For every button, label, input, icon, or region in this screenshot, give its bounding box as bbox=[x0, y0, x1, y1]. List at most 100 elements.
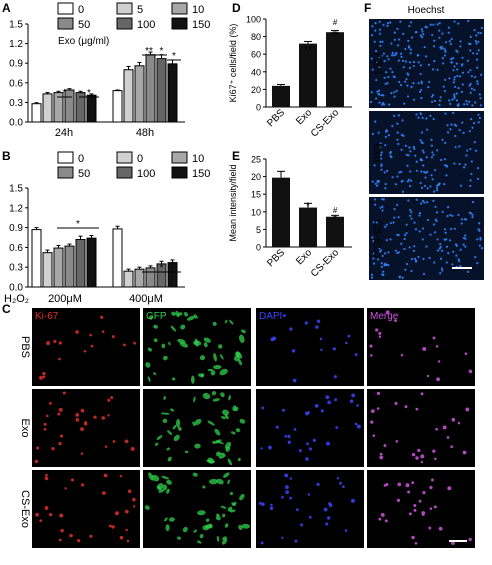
nucleus-mark bbox=[416, 54, 419, 57]
y-tick-label: 0.0 bbox=[9, 283, 23, 294]
nucleus-mark bbox=[391, 71, 394, 74]
cell-mark bbox=[171, 311, 176, 316]
cell-mark bbox=[326, 516, 331, 520]
nucleus-mark bbox=[440, 158, 443, 162]
nucleus-mark bbox=[439, 257, 443, 260]
cell-mark bbox=[45, 473, 48, 477]
nucleus-mark bbox=[475, 42, 478, 45]
nucleus-mark bbox=[380, 273, 384, 276]
nucleus-mark bbox=[470, 172, 473, 176]
nucleus-mark bbox=[401, 190, 405, 193]
sig-label: # bbox=[333, 18, 338, 27]
cell-mark bbox=[378, 331, 382, 335]
nucleus-mark bbox=[443, 164, 447, 167]
micrograph-tile bbox=[143, 470, 251, 548]
nucleus-mark bbox=[438, 182, 441, 185]
nucleus-mark bbox=[439, 96, 442, 99]
y-tick-label: 0 bbox=[256, 243, 261, 253]
cell-mark bbox=[307, 493, 311, 496]
nucleus-mark bbox=[447, 206, 450, 209]
nucleus-mark bbox=[459, 248, 462, 251]
cell-mark bbox=[446, 436, 450, 439]
cell-mark bbox=[328, 502, 332, 506]
bar bbox=[167, 63, 178, 123]
nucleus-mark bbox=[372, 262, 376, 265]
nucleus-mark bbox=[385, 223, 388, 226]
nucleus-mark bbox=[429, 114, 432, 117]
cell-mark bbox=[304, 321, 308, 325]
nucleus-mark bbox=[380, 93, 384, 97]
cell-mark bbox=[212, 321, 217, 326]
micrograph-tile bbox=[367, 308, 475, 386]
nucleus-mark bbox=[415, 113, 418, 116]
nucleus-mark bbox=[438, 247, 441, 250]
cell-mark bbox=[80, 483, 85, 487]
bar bbox=[299, 43, 317, 107]
cell-mark bbox=[305, 457, 309, 461]
cell-mark bbox=[426, 374, 430, 378]
nucleus-mark bbox=[432, 45, 436, 48]
cell-mark bbox=[114, 511, 119, 516]
cell-mark bbox=[411, 452, 416, 457]
cell-mark bbox=[287, 434, 291, 438]
bar bbox=[326, 216, 344, 247]
legend-swatch bbox=[57, 2, 74, 15]
nucleus-mark bbox=[420, 186, 424, 189]
nucleus-mark bbox=[386, 24, 389, 27]
nucleus-mark bbox=[377, 92, 380, 96]
nucleus-mark bbox=[407, 39, 410, 43]
cell-mark bbox=[312, 438, 316, 442]
nucleus-mark bbox=[387, 264, 390, 267]
cell-mark bbox=[434, 457, 437, 461]
cell-mark bbox=[411, 535, 415, 540]
nucleus-mark bbox=[469, 184, 472, 188]
cell-mark bbox=[107, 414, 110, 417]
nucleus-mark bbox=[392, 75, 395, 78]
nucleus-mark bbox=[419, 158, 423, 162]
nucleus-mark bbox=[451, 263, 454, 266]
nucleus-mark bbox=[439, 243, 442, 246]
cell-mark bbox=[133, 341, 136, 345]
nucleus-mark bbox=[374, 29, 377, 32]
cell-mark bbox=[167, 430, 173, 436]
nucleus-mark bbox=[446, 131, 450, 134]
y-tick-label: 20 bbox=[251, 172, 261, 182]
nucleus-mark bbox=[459, 40, 462, 43]
nucleus-mark bbox=[458, 75, 462, 78]
cell-mark bbox=[149, 315, 153, 320]
cell-mark bbox=[168, 341, 171, 346]
cell-mark bbox=[210, 370, 216, 376]
column-label: Ki-67 bbox=[35, 311, 59, 322]
nucleus-mark bbox=[459, 265, 462, 268]
nucleus-mark bbox=[458, 128, 461, 132]
nucleus-mark bbox=[395, 52, 398, 55]
nucleus-mark bbox=[418, 230, 421, 233]
nucleus-mark bbox=[432, 23, 435, 26]
nucleus-mark bbox=[391, 176, 394, 179]
survival-chart: 0.0 0.3 0.6 0.9 1.2 1.5 Cell survival * * H₂O₂ 200… bbox=[0, 184, 185, 305]
sig-label: * bbox=[160, 46, 164, 57]
nucleus-mark bbox=[401, 179, 404, 183]
nucleus-mark bbox=[428, 80, 431, 84]
nucleus-mark bbox=[421, 149, 424, 152]
nucleus-mark bbox=[388, 103, 391, 106]
nucleus-mark bbox=[457, 22, 460, 25]
nucleus-mark bbox=[380, 163, 383, 166]
micrograph-tile bbox=[256, 389, 364, 467]
cell-mark bbox=[147, 347, 152, 352]
cell-mark bbox=[193, 340, 202, 346]
cell-mark bbox=[39, 375, 43, 380]
cell-mark bbox=[306, 442, 309, 446]
bar bbox=[156, 58, 167, 123]
nucleus-mark bbox=[383, 60, 386, 63]
row-label: PBS bbox=[19, 336, 31, 358]
cell-mark bbox=[370, 420, 374, 424]
legend-label: 10 bbox=[192, 4, 204, 16]
nucleus-mark bbox=[426, 128, 429, 131]
nucleus-mark bbox=[450, 57, 453, 61]
nucleus-mark bbox=[446, 124, 449, 127]
cell-mark bbox=[356, 404, 359, 407]
cell-mark bbox=[177, 312, 183, 316]
nucleus-mark bbox=[370, 273, 374, 276]
cell-mark bbox=[269, 506, 274, 511]
